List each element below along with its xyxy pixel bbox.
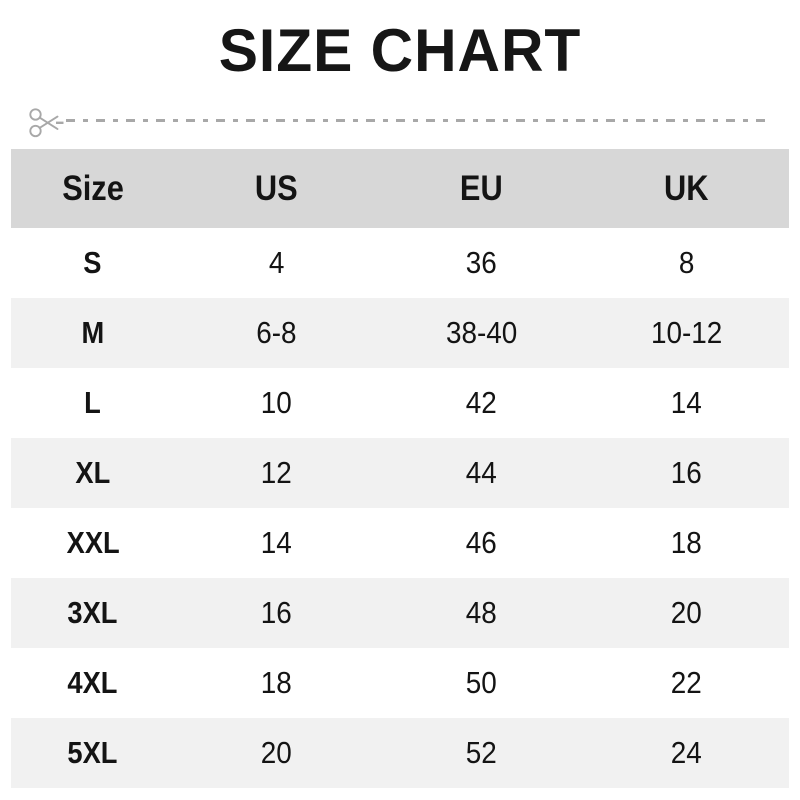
- cell-us: 18: [174, 648, 379, 718]
- cell-uk: 10-12: [583, 298, 789, 368]
- cell-uk: 18: [583, 508, 789, 578]
- column-header-us: US: [174, 149, 379, 228]
- column-header-eu-label: EU: [459, 168, 503, 208]
- table-row: 5XL 20 52 24: [11, 718, 789, 788]
- cell-eu: 36: [378, 228, 584, 298]
- cell-uk: 8: [583, 228, 789, 298]
- cell-uk: 14: [583, 368, 789, 438]
- cell-uk: 24: [583, 718, 789, 788]
- cell-eu: 50: [378, 648, 584, 718]
- cell-eu: 46: [378, 508, 584, 578]
- cell-eu: 44: [378, 438, 584, 508]
- cell-us: 6-8: [174, 298, 379, 368]
- dashed-cut-line: [66, 119, 766, 122]
- size-chart-table: Size US EU UK S 4 36 8 M 6-8 38-40 10-12…: [11, 149, 789, 788]
- table-row: 3XL 16 48 20: [11, 578, 789, 648]
- cell-eu: 48: [378, 578, 584, 648]
- cell-us: 16: [174, 578, 379, 648]
- cell-us: 12: [174, 438, 379, 508]
- cell-eu: 42: [378, 368, 584, 438]
- cell-eu: 52: [378, 718, 584, 788]
- cut-line: [22, 102, 770, 142]
- table-row: M 6-8 38-40 10-12: [11, 298, 789, 368]
- cell-uk: 20: [583, 578, 789, 648]
- cell-eu: 38-40: [378, 298, 584, 368]
- cell-us: 20: [174, 718, 379, 788]
- table-row: XL 12 44 16: [11, 438, 789, 508]
- column-header-size: Size: [11, 149, 175, 228]
- cell-size: 5XL: [11, 718, 175, 788]
- page-title: SIZE CHART: [218, 17, 582, 84]
- column-header-size-label: Size: [61, 168, 124, 208]
- table-row: S 4 36 8: [11, 228, 789, 298]
- scissors-icon: [29, 108, 64, 138]
- cell-us: 4: [174, 228, 379, 298]
- column-header-uk-label: UK: [664, 168, 709, 208]
- cell-uk: 16: [583, 438, 789, 508]
- cell-uk: 22: [583, 648, 789, 718]
- table-row: XXL 14 46 18: [11, 508, 789, 578]
- cell-us: 14: [174, 508, 379, 578]
- cell-size: S: [11, 228, 175, 298]
- column-header-eu: EU: [378, 149, 584, 228]
- table-row: 4XL 18 50 22: [11, 648, 789, 718]
- cell-size: M: [11, 298, 175, 368]
- cell-size: 4XL: [11, 648, 175, 718]
- column-header-us-label: US: [255, 168, 299, 208]
- cell-us: 10: [174, 368, 379, 438]
- table-header-row: Size US EU UK: [11, 149, 789, 228]
- cell-size: 3XL: [11, 578, 175, 648]
- column-header-uk: UK: [583, 149, 789, 228]
- cell-size: XL: [11, 438, 175, 508]
- cell-size: XXL: [11, 508, 175, 578]
- cell-size: L: [11, 368, 175, 438]
- table-row: L 10 42 14: [11, 368, 789, 438]
